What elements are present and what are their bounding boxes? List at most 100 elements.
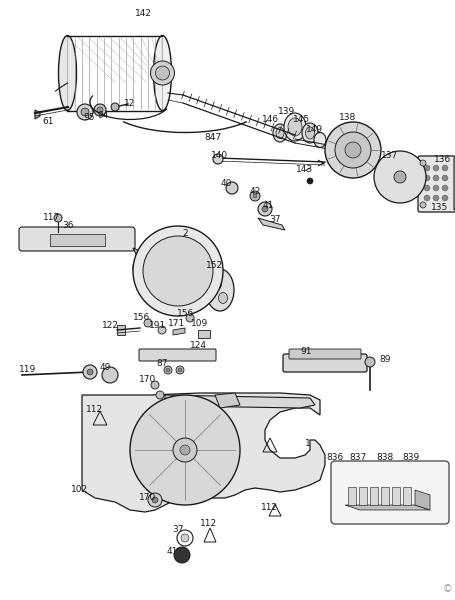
Text: 36: 36 — [62, 220, 74, 229]
Circle shape — [423, 165, 429, 171]
Bar — [50, 234, 105, 246]
Ellipse shape — [313, 133, 325, 148]
Polygon shape — [400, 155, 412, 172]
Circle shape — [87, 369, 93, 375]
Text: 37: 37 — [172, 526, 183, 535]
Circle shape — [373, 151, 425, 203]
Ellipse shape — [301, 123, 317, 143]
Circle shape — [150, 61, 174, 85]
Polygon shape — [344, 505, 429, 510]
Circle shape — [262, 206, 268, 212]
Circle shape — [432, 165, 438, 171]
Polygon shape — [258, 218, 284, 230]
Circle shape — [97, 107, 103, 113]
Ellipse shape — [275, 127, 283, 139]
Polygon shape — [414, 490, 429, 510]
Text: 170: 170 — [139, 493, 156, 502]
Ellipse shape — [218, 292, 227, 304]
Text: 112: 112 — [200, 520, 217, 529]
Circle shape — [164, 366, 172, 374]
Circle shape — [226, 182, 238, 194]
Text: 138: 138 — [339, 113, 356, 122]
Polygon shape — [404, 163, 420, 175]
Polygon shape — [381, 181, 396, 196]
Text: 847: 847 — [204, 133, 221, 142]
Text: 37: 37 — [268, 215, 280, 224]
Circle shape — [334, 132, 370, 168]
Circle shape — [249, 191, 259, 201]
Text: 41: 41 — [166, 547, 177, 557]
Ellipse shape — [305, 127, 314, 139]
Circle shape — [324, 122, 380, 178]
Text: 142: 142 — [134, 8, 151, 17]
Text: 143: 143 — [296, 166, 313, 175]
Circle shape — [423, 185, 429, 191]
Circle shape — [306, 178, 312, 184]
Circle shape — [143, 236, 212, 306]
Circle shape — [212, 154, 222, 164]
Text: 170: 170 — [139, 376, 156, 385]
Circle shape — [441, 195, 447, 201]
Polygon shape — [394, 183, 403, 199]
Circle shape — [172, 438, 197, 462]
Text: 109: 109 — [191, 319, 208, 328]
Circle shape — [174, 547, 190, 563]
Text: 87: 87 — [156, 358, 167, 367]
Text: 137: 137 — [380, 151, 398, 160]
Circle shape — [102, 367, 118, 383]
Text: 156: 156 — [177, 308, 194, 317]
Text: 139: 139 — [278, 107, 295, 116]
Circle shape — [111, 103, 119, 111]
Polygon shape — [379, 161, 395, 175]
Circle shape — [156, 391, 164, 399]
Text: 837: 837 — [349, 454, 366, 463]
Circle shape — [180, 445, 190, 455]
Text: 171: 171 — [168, 319, 185, 328]
Ellipse shape — [212, 278, 221, 289]
Circle shape — [423, 175, 429, 181]
Text: 112: 112 — [261, 503, 278, 511]
Circle shape — [130, 395, 239, 505]
Text: 146: 146 — [262, 115, 279, 124]
Circle shape — [393, 171, 405, 183]
Text: 61: 61 — [42, 116, 54, 125]
Polygon shape — [391, 487, 399, 505]
FancyBboxPatch shape — [283, 354, 366, 372]
Circle shape — [181, 534, 188, 542]
Polygon shape — [172, 328, 185, 335]
Ellipse shape — [273, 124, 286, 142]
Text: 1: 1 — [304, 439, 310, 448]
Circle shape — [432, 195, 438, 201]
Circle shape — [253, 194, 257, 198]
Polygon shape — [358, 487, 366, 505]
Circle shape — [81, 108, 89, 116]
FancyBboxPatch shape — [139, 349, 216, 361]
Text: 124: 124 — [189, 340, 206, 349]
Circle shape — [133, 226, 222, 316]
Bar — [197, 330, 210, 338]
Polygon shape — [133, 248, 160, 268]
Polygon shape — [82, 393, 324, 512]
Text: 839: 839 — [401, 454, 419, 463]
Ellipse shape — [153, 35, 171, 110]
Text: 91: 91 — [299, 347, 311, 356]
Text: 41: 41 — [262, 200, 273, 209]
Text: 149: 149 — [306, 125, 323, 134]
Text: 49: 49 — [99, 364, 111, 373]
Text: 152: 152 — [206, 260, 223, 269]
Circle shape — [344, 142, 360, 158]
Circle shape — [176, 366, 184, 374]
Text: 145: 145 — [293, 115, 310, 124]
Circle shape — [144, 319, 152, 327]
Circle shape — [423, 195, 429, 201]
Polygon shape — [388, 155, 399, 172]
Text: 102: 102 — [71, 485, 88, 494]
Circle shape — [77, 104, 93, 120]
Circle shape — [258, 202, 271, 216]
Bar — [117, 325, 125, 335]
Text: 95: 95 — [83, 113, 95, 122]
Text: 140: 140 — [211, 151, 228, 160]
FancyBboxPatch shape — [19, 227, 135, 251]
Circle shape — [419, 202, 425, 208]
Circle shape — [177, 368, 182, 372]
